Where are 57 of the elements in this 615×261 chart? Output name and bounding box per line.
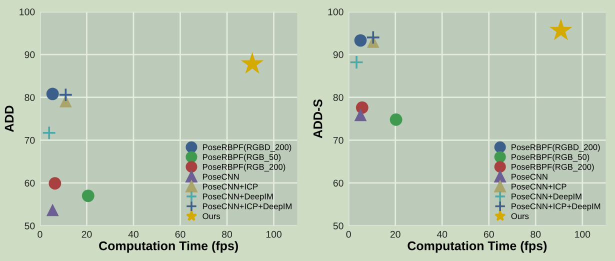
x-tick-label: 60	[175, 230, 186, 238]
y-tick-label: 60	[24, 180, 35, 187]
y-tick-label: 100	[20, 8, 35, 16]
x-tick-label: 60	[484, 230, 494, 238]
y-tick-label: 70	[333, 136, 344, 144]
point	[349, 55, 364, 70]
y-tick-label: 90	[24, 51, 35, 58]
point	[46, 88, 59, 100]
y-tick-label: 50	[24, 222, 35, 230]
x-tick-label: 20	[390, 230, 400, 238]
x-tick-label: 80	[530, 230, 541, 238]
x-tick-label: 0	[346, 230, 351, 238]
point	[549, 18, 572, 40]
x-tick-label: 40	[128, 230, 139, 238]
legend-label: PoseCNN+ICP	[202, 184, 258, 190]
legend-label: PoseCNN+ICP+DeepIM	[512, 203, 600, 211]
point	[240, 52, 264, 74]
point	[42, 126, 56, 140]
x-tick-label: 100	[575, 230, 590, 238]
y-tick-label: 100	[328, 8, 344, 16]
legend-label: PoseRBPF(RGBD_200)	[512, 144, 600, 152]
x-tick-label: 20	[82, 230, 92, 238]
x-axis-title: Computation Time (fps)	[99, 241, 238, 253]
point	[58, 88, 73, 102]
x-tick-label: 0	[38, 230, 42, 238]
point	[82, 190, 94, 202]
legend-label: PoseCNN+ICP+DeepIM	[202, 203, 292, 211]
legend-label: Ours	[202, 213, 220, 220]
legend-label: PoseRBPF(RGB_200)	[202, 164, 286, 172]
y-tick-label: 50	[333, 222, 344, 230]
legend-label: Ours	[511, 213, 529, 220]
legend-label: PoseCNN+ICP	[512, 184, 566, 190]
point	[48, 177, 62, 190]
legend-label: PoseCNN	[202, 174, 239, 180]
legend-label: PoseCNN+DeepIM	[202, 194, 273, 202]
legend-label: PoseRBPF(RGBD_200)	[202, 144, 292, 152]
y-axis-title: ADD-S	[313, 99, 322, 138]
point	[354, 108, 367, 122]
x-tick-label: 100	[266, 230, 282, 238]
legend-label: PoseRBPF(RGB_50)	[512, 154, 590, 162]
point	[366, 30, 380, 45]
point	[390, 113, 402, 126]
point	[354, 34, 367, 47]
x-axis-title: Computation Time (fps)	[408, 241, 547, 253]
y-tick-label: 70	[24, 136, 35, 144]
y-tick-label: 80	[333, 94, 344, 101]
y-tick-label: 90	[333, 51, 344, 58]
legend-label: PoseCNN+DeepIM	[512, 194, 582, 202]
legend-label: PoseRBPF(RGB_50)	[202, 154, 281, 162]
y-tick-label: 60	[333, 180, 344, 187]
legend-label: PoseCNN	[512, 174, 548, 180]
x-tick-label: 80	[222, 230, 232, 238]
y-axis-title: ADD	[4, 106, 14, 132]
y-tick-label: 80	[24, 94, 35, 101]
x-tick-label: 40	[436, 230, 448, 238]
legend-label: PoseRBPF(RGB_200)	[512, 164, 594, 172]
point	[46, 204, 59, 216]
